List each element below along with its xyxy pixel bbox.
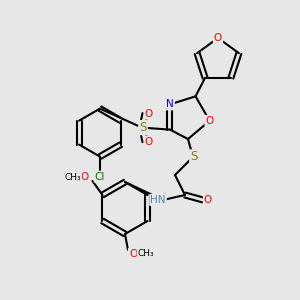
Text: S: S — [139, 121, 147, 134]
Text: HN: HN — [150, 195, 166, 205]
Text: CH₃: CH₃ — [64, 172, 81, 182]
Text: O: O — [145, 136, 153, 147]
Text: S: S — [190, 151, 198, 164]
Text: O: O — [204, 195, 212, 205]
Text: O: O — [80, 172, 88, 182]
Text: O: O — [206, 116, 214, 126]
Text: Cl: Cl — [95, 172, 105, 182]
Text: O: O — [214, 33, 222, 43]
Text: O: O — [129, 249, 137, 259]
Text: N: N — [166, 99, 174, 110]
Text: CH₃: CH₃ — [138, 250, 154, 259]
Text: O: O — [145, 109, 153, 118]
